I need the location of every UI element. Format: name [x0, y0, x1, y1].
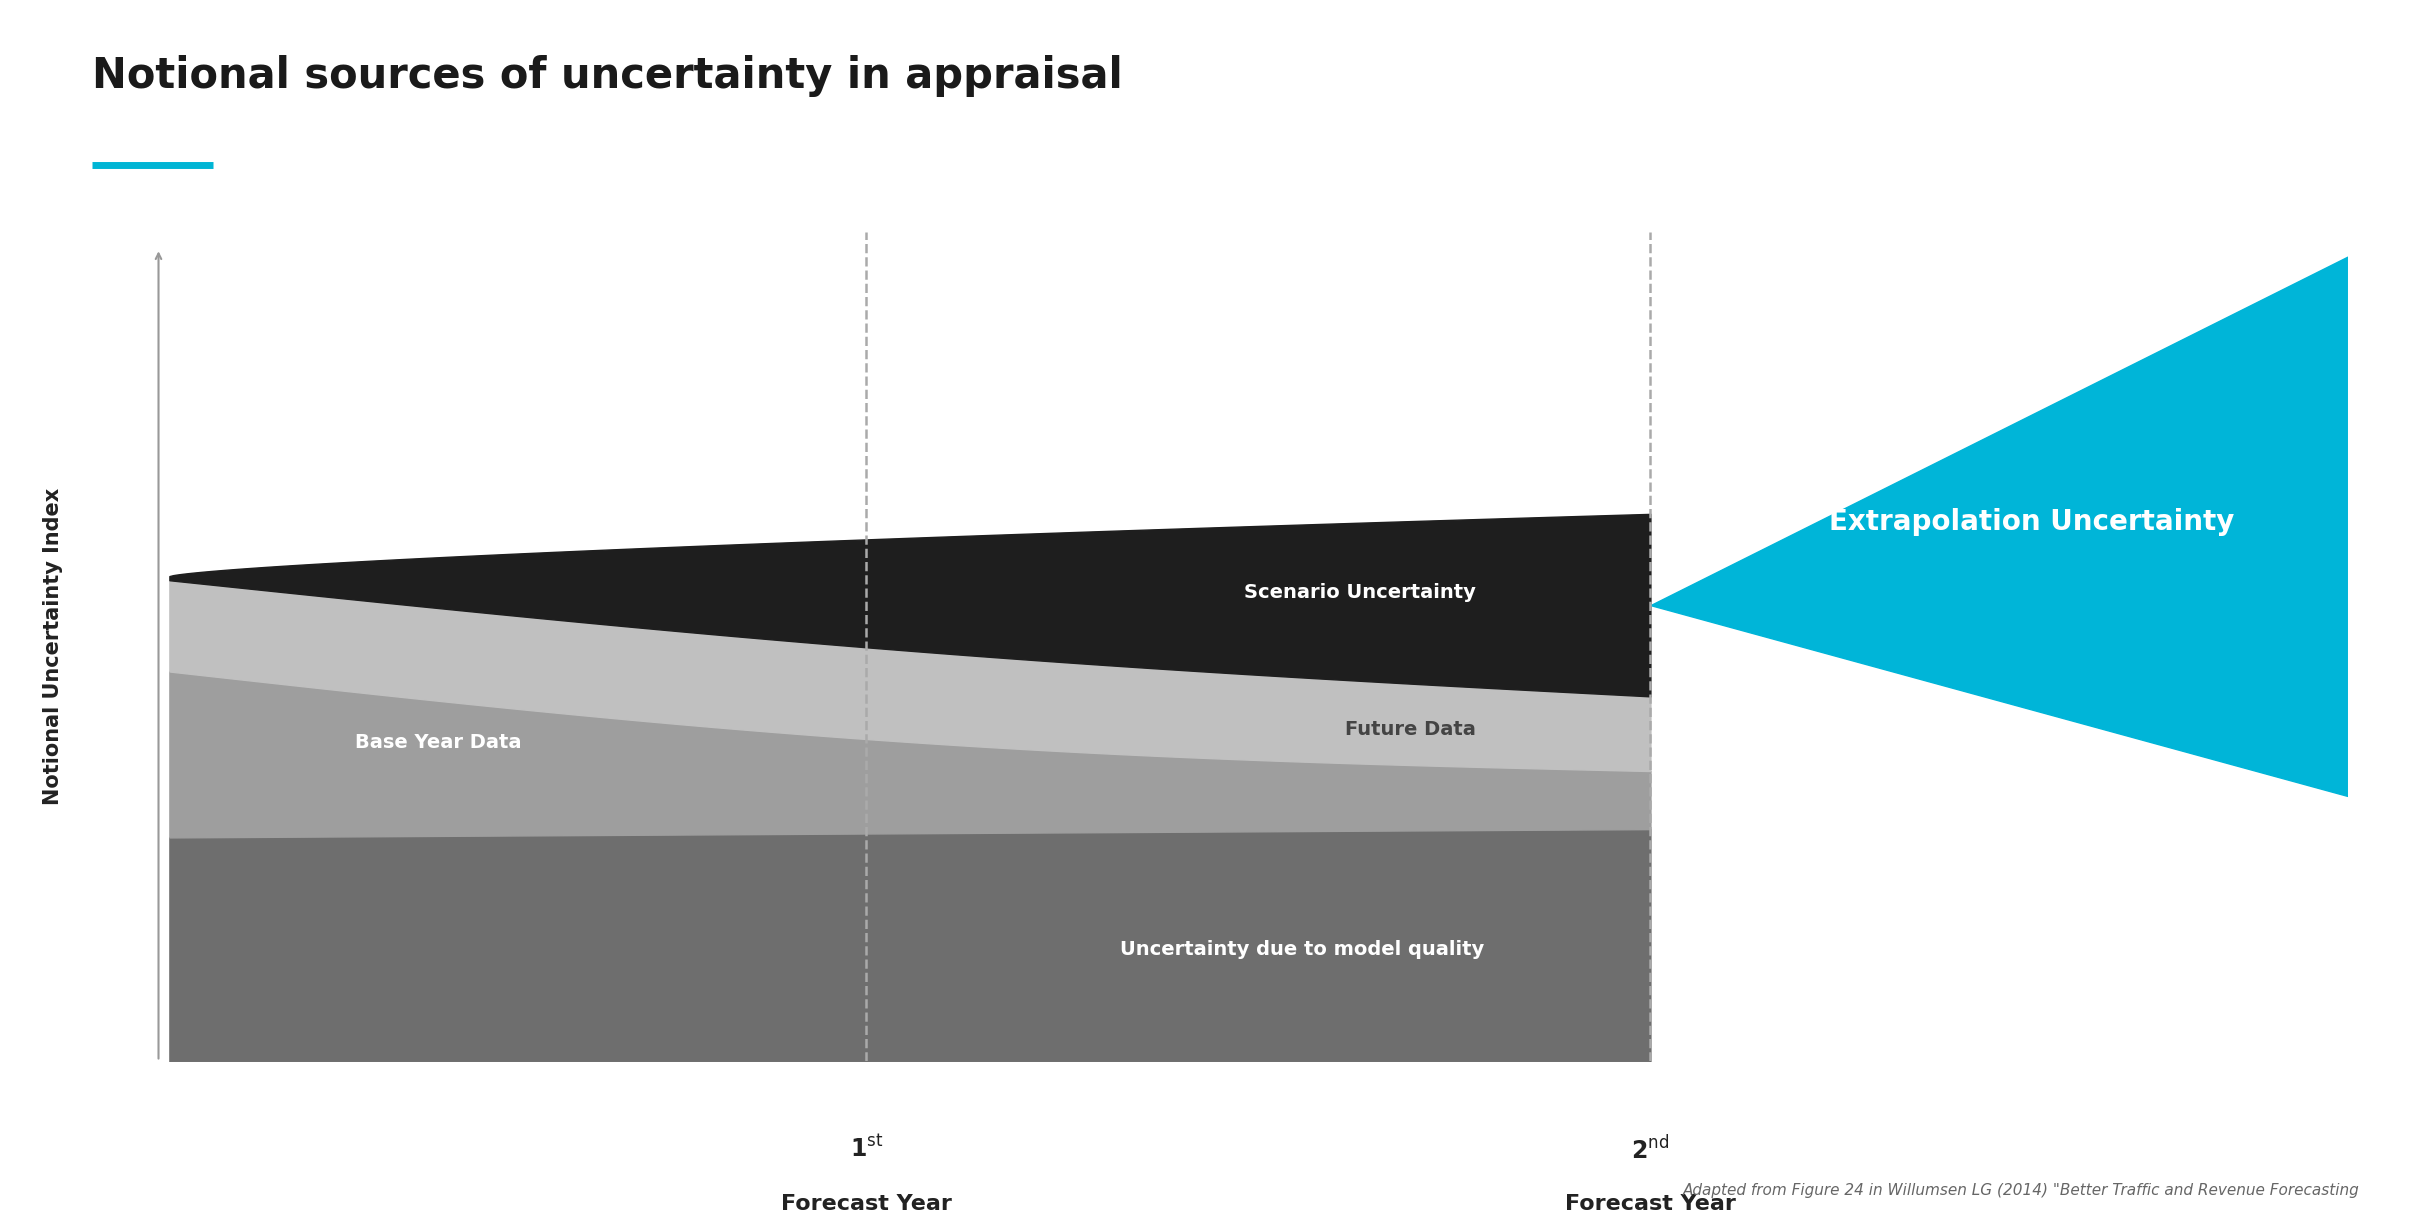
Text: Base Year Data: Base Year Data — [356, 732, 520, 752]
Text: Uncertainty due to model quality: Uncertainty due to model quality — [1120, 939, 1483, 959]
Text: Adapted from Figure 24 in Willumsen LG (2014) "Better Traffic and Revenue Foreca: Adapted from Figure 24 in Willumsen LG (… — [1682, 1183, 2360, 1198]
Text: Notional Uncertainty Index: Notional Uncertainty Index — [44, 488, 63, 805]
Text: Extrapolation Uncertainty: Extrapolation Uncertainty — [1830, 509, 2234, 536]
Text: Future Data: Future Data — [1346, 720, 1476, 739]
Text: 1$^{\mathrm{st}}$: 1$^{\mathrm{st}}$ — [849, 1136, 883, 1163]
Text: Forecast Year: Forecast Year — [782, 1194, 951, 1214]
Text: 2$^{\mathrm{nd}}$: 2$^{\mathrm{nd}}$ — [1631, 1136, 1670, 1165]
Text: Notional sources of uncertainty in appraisal: Notional sources of uncertainty in appra… — [92, 55, 1123, 96]
Text: Forecast Year: Forecast Year — [1566, 1194, 1735, 1214]
Text: Scenario Uncertainty: Scenario Uncertainty — [1244, 583, 1476, 603]
